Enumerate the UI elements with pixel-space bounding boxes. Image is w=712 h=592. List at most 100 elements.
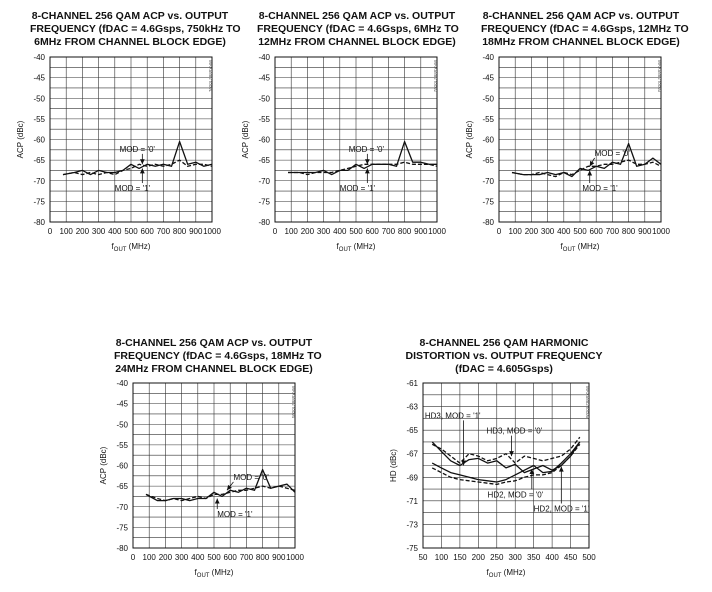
chart-5: 50 100 150 200 250 300 350 400 450 500 -61 -63 -65 -6… xyxy=(389,379,596,579)
y-tick-label: -60 xyxy=(116,462,128,471)
watermark: MAX5882 toc04 xyxy=(291,386,296,419)
x-tick-label: 0 xyxy=(497,227,502,236)
x-tick-label: 900 xyxy=(414,227,428,236)
x-tick-label: 600 xyxy=(141,227,155,236)
y-tick-label: -40 xyxy=(482,53,494,62)
plot-grid xyxy=(132,382,296,549)
x-tick-label: 100 xyxy=(285,227,299,236)
watermark: MAX5882 toc03 xyxy=(657,60,662,93)
annotation-label: HD3, MOD = '1' xyxy=(425,411,481,420)
plot-frame xyxy=(422,382,590,549)
x-tick-label: 600 xyxy=(366,227,380,236)
x-axis-label: fOUT (MHz) xyxy=(337,242,376,253)
annotation-label: MOD = '0' xyxy=(233,473,269,482)
series-line-3 xyxy=(431,441,581,483)
chart-1: 0 100 200 300 400 500 600 700 800 900 1000 -40 -45 -5… xyxy=(16,53,221,253)
x-tick-label: 100 xyxy=(509,227,523,236)
y-tick-label: -80 xyxy=(33,218,45,227)
y-tick-label: -75 xyxy=(406,544,418,553)
y-tick-label: -65 xyxy=(482,156,494,165)
plot-frame xyxy=(132,382,296,549)
x-tick-label: 400 xyxy=(557,227,571,236)
y-tick-label: -50 xyxy=(482,94,494,103)
watermark: MAX5882 toc05 xyxy=(585,386,590,419)
y-tick-label: -40 xyxy=(258,53,270,62)
x-tick-label: 700 xyxy=(157,227,171,236)
annotation-label: MOD = '0' xyxy=(595,149,631,158)
chart4-title: 8-CHANNEL 256 QAM ACP vs. OUTPUT FREQUENC… xyxy=(114,337,322,375)
y-tick-label: -45 xyxy=(482,74,494,83)
x-tick-label: 700 xyxy=(240,553,254,562)
x-tick-label: 800 xyxy=(398,227,412,236)
plot-grid xyxy=(498,56,662,223)
x-tick-label: 200 xyxy=(525,227,539,236)
y-tick-label: -63 xyxy=(406,403,418,412)
x-tick-label: 300 xyxy=(541,227,555,236)
x-tick-label: 0 xyxy=(131,553,136,562)
annotation-arrowhead xyxy=(529,469,535,475)
annotation-label: MOD = '1' xyxy=(582,184,618,193)
annotation-arrowhead xyxy=(139,159,145,165)
annotation-arrowhead xyxy=(587,170,593,176)
y-tick-label: -70 xyxy=(482,177,494,186)
x-tick-label: 1000 xyxy=(203,227,221,236)
x-tick-label: 400 xyxy=(191,553,205,562)
x-tick-label: 50 xyxy=(419,553,428,562)
x-tick-label: 100 xyxy=(143,553,157,562)
x-tick-label: 800 xyxy=(622,227,636,236)
y-tick-label: -67 xyxy=(406,450,418,459)
x-tick-label: 150 xyxy=(453,553,467,562)
x-tick-label: 200 xyxy=(159,553,173,562)
annotation-arrowhead xyxy=(461,460,466,466)
annotation-label: HD2, MOD = '0' xyxy=(488,490,544,499)
x-tick-label: 500 xyxy=(349,227,363,236)
y-tick-label: -61 xyxy=(406,379,418,388)
x-tick-label: 100 xyxy=(435,553,449,562)
chart1-title: 8-CHANNEL 256 QAM ACP vs. OUTPUT FREQUENC… xyxy=(30,10,241,48)
watermark: MAX5882 toc02 xyxy=(433,60,438,93)
y-tick-label: -55 xyxy=(116,441,128,450)
y-axis-label: ACP (dBc) xyxy=(16,120,25,158)
y-axis-label: ACP (dBc) xyxy=(241,120,250,158)
y-axis-label: HD (dBc) xyxy=(389,449,398,482)
annotation-label: HD2, MOD = '1' xyxy=(534,504,590,513)
x-tick-label: 600 xyxy=(590,227,604,236)
x-tick-label: 500 xyxy=(573,227,587,236)
x-tick-label: 400 xyxy=(545,553,559,562)
y-tick-label: -45 xyxy=(116,400,128,409)
x-tick-label: 400 xyxy=(333,227,347,236)
x-tick-label: 700 xyxy=(382,227,396,236)
x-tick-label: 900 xyxy=(272,553,286,562)
annotation-arrowhead xyxy=(139,168,145,174)
plot-grid xyxy=(422,382,590,549)
series-line-1 xyxy=(511,159,662,178)
x-tick-label: 300 xyxy=(317,227,331,236)
y-tick-label: -50 xyxy=(116,420,128,429)
y-tick-label: -65 xyxy=(116,482,128,491)
x-tick-label: 800 xyxy=(173,227,187,236)
y-tick-label: -75 xyxy=(482,197,494,206)
chart2-title: 8-CHANNEL 256 QAM ACP vs. OUTPUT FREQUENC… xyxy=(257,10,459,48)
annotation-arrowhead xyxy=(226,484,232,491)
annotation-label: MOD = '0' xyxy=(120,145,156,154)
x-axis-label: fOUT (MHz) xyxy=(561,242,600,253)
x-tick-label: 500 xyxy=(207,553,221,562)
annotation-arrowhead xyxy=(364,168,370,174)
annotation-arrowhead xyxy=(558,466,564,472)
x-axis-label: fOUT (MHz) xyxy=(487,568,526,579)
x-tick-label: 0 xyxy=(273,227,278,236)
series-line-4 xyxy=(431,443,581,486)
series-line-2 xyxy=(288,140,437,176)
y-tick-label: -45 xyxy=(33,74,45,83)
plot-frame xyxy=(498,56,662,223)
plot-grid xyxy=(274,56,438,223)
y-tick-label: -45 xyxy=(258,74,270,83)
annotation-arrowhead xyxy=(509,451,514,457)
y-tick-label: -65 xyxy=(33,156,45,165)
y-tick-label: -80 xyxy=(258,218,270,227)
y-tick-label: -40 xyxy=(116,379,128,388)
chart5-title: 8-CHANNEL 256 QAM HARMONIC DISTORTION vs.… xyxy=(405,337,603,375)
plot-frame xyxy=(274,56,438,223)
x-tick-label: 900 xyxy=(189,227,203,236)
